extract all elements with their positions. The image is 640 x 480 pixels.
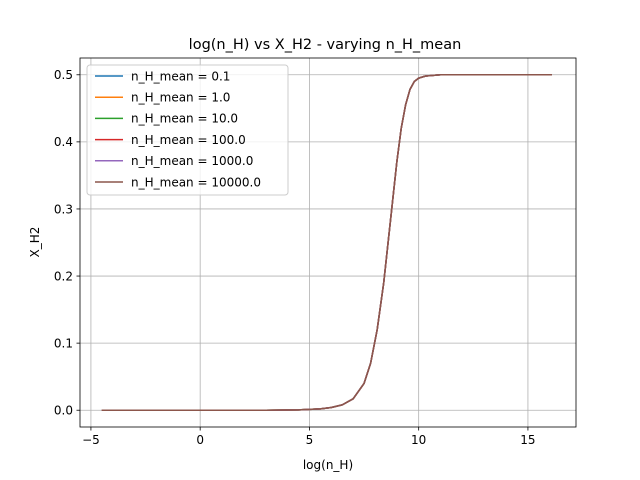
legend: n_H_mean = 0.1 n_H_mean = 1.0 n_H_mean = 1… — [86, 64, 289, 196]
legend-entry-5: n_H_mean = 10000.0 — [131, 175, 261, 189]
series-line-5 — [101, 74, 552, 411]
legend-entry-2: n_H_mean = 10.0 — [131, 112, 238, 126]
plot-frame — [79, 57, 577, 428]
x-tick-label: 5 — [306, 433, 314, 447]
legend-entry-0: n_H_mean = 0.1 — [131, 69, 230, 83]
series-lines — [101, 74, 552, 411]
y-tick-label: 0.5 — [54, 68, 73, 82]
legend-entry-4: n_H_mean = 1000.0 — [131, 154, 253, 168]
x-tick-label: 15 — [520, 433, 535, 447]
y-tick-label: 0.1 — [54, 336, 73, 350]
chart-title: log(n_H) vs X_H2 - varying n_H_mean — [189, 37, 462, 53]
y-tick-label: 0.4 — [54, 135, 73, 149]
x-tick-label: −5 — [82, 433, 100, 447]
x-axis-label: log(n_H) — [303, 458, 353, 472]
y-tick-label: 0.2 — [54, 269, 73, 283]
axis-ticks: −5 0 5 10 15 0.0 0.1 0.2 0.3 0.4 0.5 — [54, 68, 536, 447]
y-axis-label: X_H2 — [28, 227, 42, 258]
legend-box — [86, 64, 289, 196]
legend-entry-1: n_H_mean = 1.0 — [131, 91, 230, 105]
x-tick-label: 10 — [411, 433, 426, 447]
legend-entry-3: n_H_mean = 100.0 — [131, 133, 246, 147]
x-tick-label: 0 — [196, 433, 204, 447]
y-tick-label: 0.0 — [54, 404, 73, 418]
y-tick-label: 0.3 — [54, 202, 73, 216]
